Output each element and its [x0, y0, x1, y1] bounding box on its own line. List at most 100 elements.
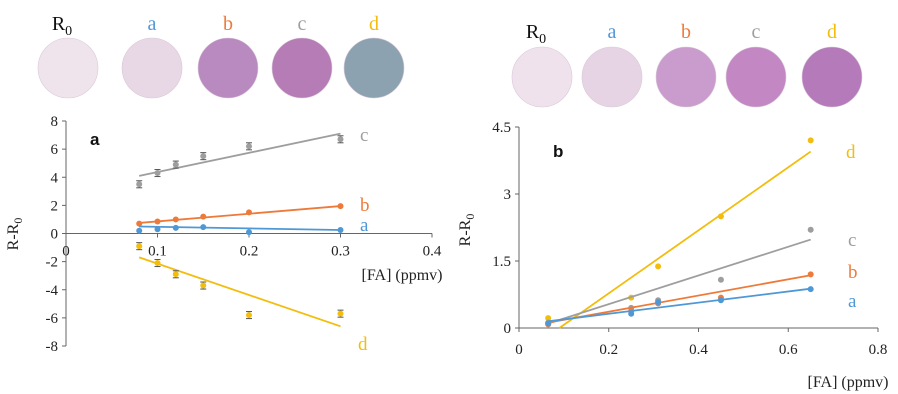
chart-b-series-label-c: c	[848, 230, 856, 251]
chart-a-point-b	[136, 220, 143, 227]
chart-a-fit-line-b	[139, 205, 341, 224]
chart-b-series-label-b: b	[848, 262, 858, 283]
chart-a-x-tick-label: 0	[62, 244, 70, 260]
chart-a-series-label-a: a	[360, 215, 369, 236]
chart-a-point-d	[337, 310, 344, 317]
chart-a-y-tick-label: 8	[51, 114, 59, 130]
chart-b-point-d	[655, 263, 662, 270]
chart-a-point-a	[172, 224, 179, 231]
chart-a-y-tick-label: 6	[51, 142, 59, 158]
right-sensor-spot-r0	[511, 46, 573, 108]
chart-a-y-tick-label: 0	[51, 227, 59, 243]
chart-a-point-d	[136, 243, 143, 250]
right-sensor-spot-a	[581, 46, 643, 108]
chart-a-point-c	[172, 161, 179, 168]
chart-a-y-tick-label: 4	[51, 170, 59, 186]
chart-a-series-label-b: b	[360, 195, 370, 216]
right-spot-label-c: c	[752, 21, 761, 43]
left-spot-label-c: c	[298, 13, 307, 35]
chart-a-point-b	[337, 203, 344, 210]
chart-b-point-a	[717, 297, 724, 304]
right-spot-label-d: d	[827, 21, 837, 43]
chart-a-fit-line-a	[139, 225, 341, 231]
chart-a-point-a	[154, 226, 161, 233]
chart-a-y-axis-label-sub: 0	[11, 218, 25, 224]
chart-a-point-d	[200, 282, 207, 289]
chart-a-point-d	[246, 312, 252, 319]
chart-b-point-b	[807, 271, 814, 278]
chart-b-y-axis-label: R-R0	[457, 214, 477, 247]
chart-b-fit-line-d	[558, 150, 812, 329]
chart-a-point-b	[246, 209, 252, 216]
chart-b-point-a	[807, 286, 814, 293]
chart-a-series-label-d: d	[358, 334, 368, 355]
chart-a-x-tick-label: 0.1	[148, 244, 167, 260]
chart-b-y-tick-label: 3	[504, 187, 512, 203]
left-sensor-spot-r0	[37, 37, 99, 99]
chart-a-x-tick-label: 0.2	[240, 244, 259, 260]
chart-b-x-axis-label: [FA] (ppmv)	[807, 374, 888, 391]
chart-a-point-c	[154, 170, 161, 177]
chart-b-y-tick-label: 4.5	[492, 120, 511, 136]
chart-b-x-tick-label: 0.8	[869, 342, 888, 358]
chart-b-panel-label: b	[553, 142, 563, 161]
chart-a-x-axis-label: [FA] (ppmv)	[361, 267, 442, 284]
chart-b-point-d	[807, 137, 814, 144]
chart-a-point-a	[337, 226, 344, 233]
right-sensor-spot-b	[655, 46, 717, 108]
left-spot-label-r0-sub: 0	[65, 24, 72, 39]
chart-b-y-tick-label: 0	[504, 321, 512, 337]
chart-b-point-a	[545, 320, 552, 327]
left-sensor-spot-b	[197, 37, 259, 99]
chart-a-y-tick-label: -6	[46, 311, 59, 327]
left-spot-label-d: d	[369, 13, 379, 35]
left-sensor-spot-d	[343, 37, 405, 99]
left-spot-label-b: b	[223, 13, 233, 35]
chart-a-point-b	[172, 216, 179, 223]
chart-b-y-axis-label-sub: 0	[463, 214, 477, 220]
right-spot-label-r0: R0	[526, 21, 546, 47]
chart-b-point-c	[717, 276, 724, 283]
right-sensor-spot-c	[725, 46, 787, 108]
chart-b-point-a	[655, 299, 662, 306]
chart-a-y-axis-label: R-R0	[5, 218, 25, 251]
left-sensor-spot-a	[121, 37, 183, 99]
chart-a-y-tick-label: -2	[46, 255, 59, 271]
chart-a-point-b	[154, 218, 161, 225]
chart-b-x-tick-label: 0	[515, 342, 523, 358]
chart-b-point-a	[628, 310, 635, 317]
chart-a-y-tick-label: -8	[46, 339, 59, 355]
left-spot-label-r0: R0	[52, 13, 72, 39]
chart-b-x-tick-label: 0.6	[779, 342, 798, 358]
right-sensor-spot-d	[801, 46, 863, 108]
right-spot-label-a: a	[608, 21, 617, 43]
chart-a-point-a	[200, 224, 207, 231]
chart-a-fit-line-d	[138, 256, 341, 328]
chart-b-y-tick-label: 1.5	[492, 254, 511, 270]
chart-b-x-tick-label: 0.2	[599, 342, 618, 358]
chart-a-point-d	[172, 271, 179, 278]
chart-a-series-label-c: c	[360, 125, 368, 146]
chart-a-point-c	[136, 181, 143, 188]
right-spot-label-r0-sub: 0	[539, 32, 546, 47]
chart-a-point-d	[154, 260, 161, 267]
right-spot-label-b: b	[681, 21, 691, 43]
chart-a-x-tick-label: 0.3	[331, 244, 350, 260]
chart-a-point-c	[200, 153, 207, 160]
chart-b-x-tick-label: 0.4	[689, 342, 708, 358]
left-spot-label-a: a	[148, 13, 157, 35]
chart-b-fit-line-a	[548, 287, 811, 323]
chart-a-y-tick-label: 2	[51, 198, 59, 214]
chart-a-point-b	[200, 213, 207, 220]
chart-b-point-d	[545, 315, 552, 322]
chart-a-point-c	[337, 136, 344, 143]
chart-b-fit-line-c	[547, 238, 811, 325]
chart-b-series-label-d: d	[846, 142, 856, 163]
chart-a-y-tick-label: -4	[46, 283, 59, 299]
left-sensor-spot-c	[271, 37, 333, 99]
chart-a-panel-label: a	[90, 130, 100, 149]
chart-a-point-c	[246, 143, 252, 150]
chart-a-point-a	[246, 229, 252, 236]
chart-a-point-a	[136, 227, 143, 234]
